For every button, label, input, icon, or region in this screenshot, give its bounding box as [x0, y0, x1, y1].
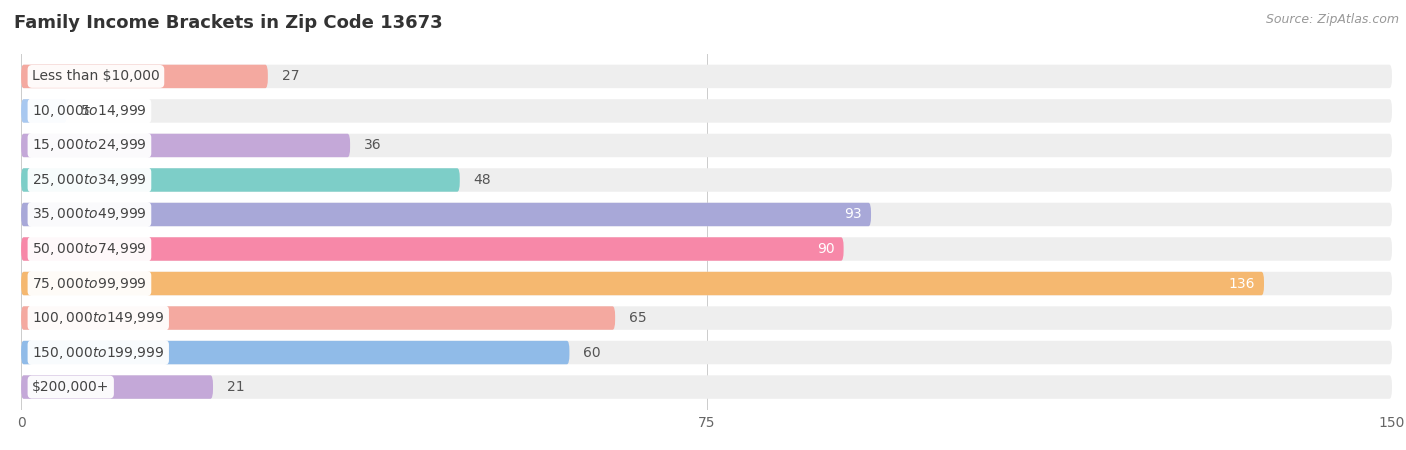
Text: $75,000 to $99,999: $75,000 to $99,999 [32, 275, 146, 292]
FancyBboxPatch shape [21, 203, 872, 226]
FancyBboxPatch shape [21, 272, 1392, 295]
Text: 93: 93 [844, 207, 862, 221]
Text: $25,000 to $34,999: $25,000 to $34,999 [32, 172, 146, 188]
Text: Source: ZipAtlas.com: Source: ZipAtlas.com [1265, 14, 1399, 27]
FancyBboxPatch shape [21, 237, 844, 261]
FancyBboxPatch shape [21, 341, 1392, 364]
FancyBboxPatch shape [21, 99, 67, 123]
Text: Family Income Brackets in Zip Code 13673: Family Income Brackets in Zip Code 13673 [14, 14, 443, 32]
Text: 90: 90 [817, 242, 835, 256]
FancyBboxPatch shape [21, 306, 1392, 330]
FancyBboxPatch shape [21, 203, 1392, 226]
Text: $100,000 to $149,999: $100,000 to $149,999 [32, 310, 165, 326]
Text: 36: 36 [364, 139, 381, 153]
FancyBboxPatch shape [21, 168, 1392, 192]
Text: 48: 48 [474, 173, 491, 187]
FancyBboxPatch shape [21, 341, 569, 364]
FancyBboxPatch shape [21, 375, 214, 399]
FancyBboxPatch shape [21, 65, 269, 88]
Text: $150,000 to $199,999: $150,000 to $199,999 [32, 345, 165, 360]
FancyBboxPatch shape [21, 272, 1264, 295]
Text: $35,000 to $49,999: $35,000 to $49,999 [32, 207, 146, 222]
FancyBboxPatch shape [21, 134, 350, 157]
Text: $10,000 to $14,999: $10,000 to $14,999 [32, 103, 146, 119]
FancyBboxPatch shape [21, 375, 1392, 399]
Text: 21: 21 [226, 380, 245, 394]
Text: 60: 60 [583, 346, 600, 360]
FancyBboxPatch shape [21, 99, 1392, 123]
Text: $50,000 to $74,999: $50,000 to $74,999 [32, 241, 146, 257]
FancyBboxPatch shape [21, 65, 1392, 88]
Text: 27: 27 [281, 69, 299, 83]
Text: 65: 65 [628, 311, 647, 325]
FancyBboxPatch shape [21, 237, 1392, 261]
FancyBboxPatch shape [21, 134, 1392, 157]
Text: Less than $10,000: Less than $10,000 [32, 69, 160, 83]
FancyBboxPatch shape [21, 168, 460, 192]
Text: 136: 136 [1229, 276, 1256, 291]
Text: $15,000 to $24,999: $15,000 to $24,999 [32, 137, 146, 153]
Text: $200,000+: $200,000+ [32, 380, 110, 394]
FancyBboxPatch shape [21, 306, 616, 330]
Text: 5: 5 [80, 104, 89, 118]
